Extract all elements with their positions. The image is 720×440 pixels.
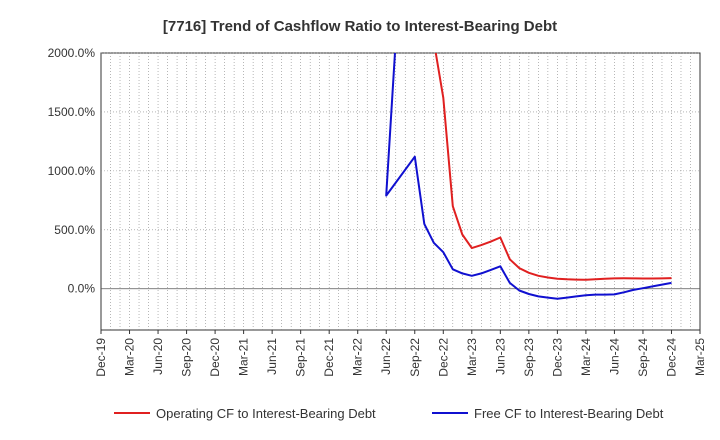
chart-title: [7716] Trend of Cashflow Ratio to Intere… xyxy=(163,18,557,35)
y-tick-label: 500.0% xyxy=(54,223,95,237)
series-line-operating-cf xyxy=(434,53,672,281)
x-tick-label: Dec-24 xyxy=(664,338,678,377)
grid-lines xyxy=(101,52,700,330)
x-tick-label: Dec-19 xyxy=(94,338,108,377)
x-tick-label: Sep-24 xyxy=(636,338,650,377)
y-tick-label: 2000.0% xyxy=(48,46,96,60)
legend-label-free-cf: Free CF to Interest-Bearing Debt xyxy=(474,406,664,421)
x-tick-label: Dec-22 xyxy=(436,338,450,377)
x-tick-label: Mar-22 xyxy=(351,338,365,376)
x-tick-label: Jun-23 xyxy=(493,338,507,375)
series-lines xyxy=(385,53,672,300)
x-tick-label: Sep-22 xyxy=(408,338,422,377)
x-tick-label: Jun-21 xyxy=(265,338,279,375)
x-tick-label: Sep-20 xyxy=(180,338,194,377)
plot-area xyxy=(100,52,701,331)
y-tick-label: 1000.0% xyxy=(48,164,96,178)
x-tick-label: Jun-20 xyxy=(151,338,165,375)
x-axis-ticks: Dec-19 Mar-20 Jun-20 Sep-20 Dec-20 Mar-21 Jun-… xyxy=(94,330,707,377)
x-tick-label: Jun-24 xyxy=(607,338,621,375)
x-tick-label: Mar-20 xyxy=(123,338,137,376)
legend-label-operating-cf: Operating CF to Interest-Bearing Debt xyxy=(156,406,376,421)
x-tick-label: Dec-23 xyxy=(550,338,564,377)
legend: Operating CF to Interest-Bearing Debt Fr… xyxy=(114,406,664,421)
x-tick-label: Jun-22 xyxy=(379,338,393,375)
plot-frame xyxy=(100,52,701,331)
y-tick-label: 0.0% xyxy=(68,282,96,296)
x-tick-label: Sep-21 xyxy=(294,338,308,377)
x-tick-label: Mar-21 xyxy=(237,338,251,376)
y-axis-ticks: 2000.0% 1500.0% 1000.0% 500.0% 0.0% xyxy=(48,46,96,296)
y-tick-label: 1500.0% xyxy=(48,105,96,119)
x-tick-label: Mar-24 xyxy=(579,338,593,376)
x-tick-label: Mar-25 xyxy=(693,338,707,376)
x-tick-label: Mar-23 xyxy=(465,338,479,376)
x-tick-label: Sep-23 xyxy=(522,338,536,377)
x-tick-label: Dec-21 xyxy=(322,338,336,377)
x-tick-label: Dec-20 xyxy=(208,338,222,377)
series-line-free-cf xyxy=(385,53,672,300)
